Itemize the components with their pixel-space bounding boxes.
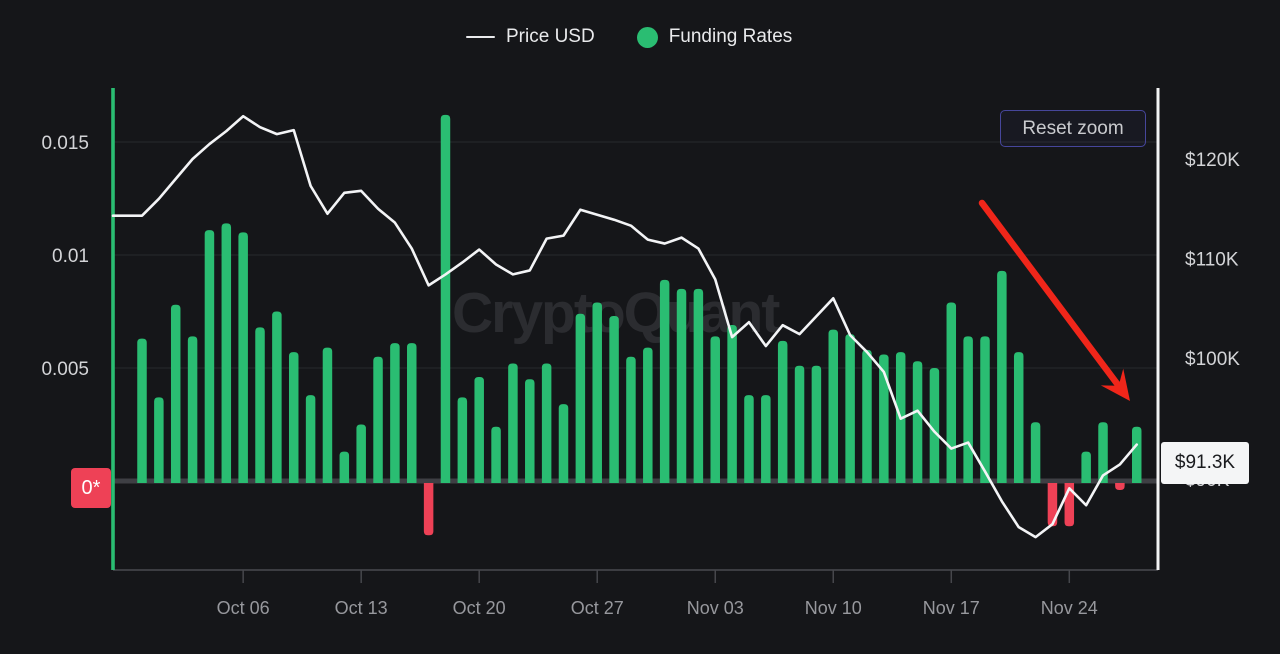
last-price-badge: $91.3K <box>1161 442 1249 484</box>
funding-bar[interactable] <box>305 395 316 483</box>
right-axis-tick-label: $110K <box>1185 250 1239 271</box>
x-tick-label: Oct 13 <box>335 598 388 618</box>
funding-bar[interactable] <box>356 424 366 484</box>
funding-bar[interactable] <box>744 395 754 483</box>
funding-bar[interactable] <box>912 361 923 483</box>
x-tick-label: Nov 17 <box>923 598 980 618</box>
funding-bar[interactable] <box>1098 422 1108 483</box>
funding-bar[interactable] <box>929 368 940 483</box>
funding-bar[interactable] <box>491 426 501 483</box>
funding-bar[interactable] <box>963 336 973 483</box>
funding-bar[interactable] <box>322 347 333 483</box>
funding-bar[interactable] <box>204 230 215 483</box>
funding-bar[interactable] <box>541 363 552 483</box>
zero-rate-badge: 0* <box>71 468 111 508</box>
price-line <box>111 114 1139 539</box>
funding-bar[interactable] <box>845 334 855 483</box>
funding-bar[interactable] <box>238 232 248 483</box>
funding-bar[interactable] <box>659 279 670 483</box>
legend-item-funding-rates[interactable]: Funding Rates <box>636 26 793 48</box>
trend-arrow-head <box>1100 368 1130 401</box>
legend-label-funding-rates: Funding Rates <box>668 26 793 47</box>
funding-bar[interactable] <box>440 114 451 483</box>
funding-bar[interactable] <box>676 288 687 483</box>
funding-bar[interactable] <box>187 336 198 483</box>
funding-bar[interactable] <box>339 451 350 483</box>
funding-bar[interactable] <box>221 223 232 484</box>
funding-bar[interactable] <box>558 404 569 483</box>
funding-bar[interactable] <box>373 356 383 483</box>
funding-bar[interactable] <box>879 354 889 483</box>
funding-bar[interactable] <box>390 343 400 483</box>
x-tick-label: Nov 10 <box>805 598 862 618</box>
funding-bar[interactable] <box>1131 426 1142 483</box>
funding-bar[interactable] <box>457 397 468 483</box>
funding-bar[interactable] <box>525 379 535 483</box>
left-axis-tick-label: 0.015 <box>41 133 89 154</box>
funding-bar[interactable] <box>828 329 839 483</box>
x-tick-label: Nov 03 <box>687 598 744 618</box>
funding-bar[interactable] <box>710 336 720 483</box>
funding-bar[interactable] <box>575 313 586 483</box>
funding-bar[interactable] <box>288 352 299 483</box>
chart-legend: Price USD Funding Rates <box>466 22 792 52</box>
left-axis-line <box>111 88 115 570</box>
funding-bar[interactable] <box>255 327 265 483</box>
right-axis-line <box>1156 88 1160 570</box>
funding-bar[interactable] <box>592 302 602 483</box>
trend-arrow-shaft <box>978 199 1122 390</box>
funding-bar[interactable] <box>170 304 181 483</box>
left-axis-tick-label: 0.01 <box>52 246 89 267</box>
funding-bar[interactable] <box>609 316 619 483</box>
funding-bar[interactable] <box>862 349 872 483</box>
funding-bar[interactable] <box>727 325 737 483</box>
funding-bar[interactable] <box>272 311 282 484</box>
funding-bar[interactable] <box>693 288 704 483</box>
funding-bar[interactable] <box>1013 352 1024 483</box>
left-axis-tick-label: 0.005 <box>41 359 89 380</box>
funding-bar[interactable] <box>811 365 822 483</box>
funding-bar[interactable] <box>154 397 164 483</box>
funding-bar[interactable] <box>508 363 518 483</box>
funding-bar[interactable] <box>626 356 636 483</box>
funding-bar[interactable] <box>777 340 788 483</box>
funding-bar[interactable] <box>1081 451 1091 483</box>
x-tick-label: Oct 27 <box>571 598 624 618</box>
right-axis-tick-label: $120K <box>1185 150 1240 171</box>
funding-bar[interactable] <box>643 347 653 483</box>
funding-bar[interactable] <box>137 338 147 483</box>
funding-bar[interactable] <box>1115 483 1125 491</box>
x-tick-label: Nov 24 <box>1041 598 1098 618</box>
funding-bar[interactable] <box>794 365 805 483</box>
funding-bar[interactable] <box>423 483 434 536</box>
legend-item-price-usd[interactable]: Price USD <box>466 26 595 48</box>
funding-bar[interactable] <box>474 377 484 483</box>
right-axis-tick-label: $100K <box>1185 349 1240 370</box>
funding-bar[interactable] <box>1047 483 1058 527</box>
funding-bar[interactable] <box>761 395 771 483</box>
funding-bar[interactable] <box>946 302 957 483</box>
funding-bar[interactable] <box>1030 422 1041 483</box>
dot-swatch-icon <box>636 26 658 48</box>
funding-bar[interactable] <box>997 270 1007 483</box>
funding-bar[interactable] <box>407 343 417 483</box>
legend-label-price-usd: Price USD <box>506 26 595 47</box>
line-swatch-icon <box>466 35 495 39</box>
x-tick-label: Oct 06 <box>217 598 270 618</box>
x-tick-label: Oct 20 <box>453 598 506 618</box>
funding-bar[interactable] <box>980 336 990 483</box>
reset-zoom-button[interactable]: Reset zoom <box>1000 110 1146 147</box>
